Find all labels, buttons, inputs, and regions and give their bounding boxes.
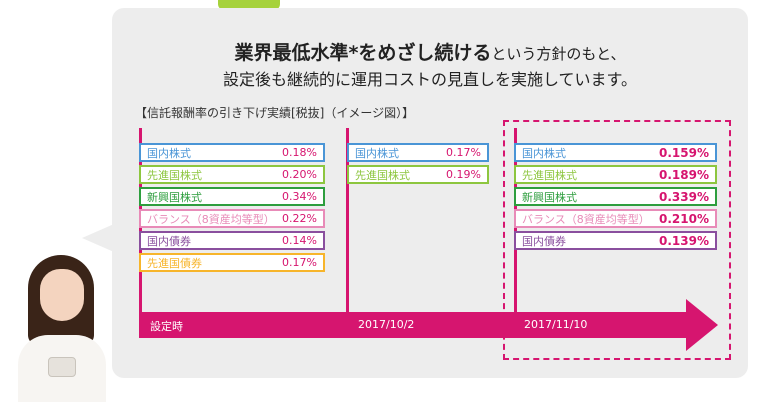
rate-row: 先進国株式 0.189%: [514, 165, 717, 184]
fee-rate: 0.19%: [446, 168, 481, 181]
fund-name: 国内債券: [147, 234, 191, 248]
fee-rate: 0.139%: [659, 233, 709, 248]
rate-row: 先進国株式 0.19%: [347, 165, 489, 184]
fee-rate: 0.189%: [659, 167, 709, 182]
fund-name: 国内株式: [355, 146, 399, 160]
headline-line2: 設定後も継続的に運用コストの見直しを実施しています。: [223, 70, 637, 89]
fund-name: 国内株式: [147, 146, 191, 160]
fund-name: 先進国株式: [147, 168, 202, 182]
top-tab-decoration: [218, 0, 280, 10]
fee-rate: 0.339%: [659, 189, 709, 204]
timeline-arrow-head: [686, 299, 718, 351]
rate-row: 先進国債券 0.17%: [139, 253, 325, 272]
fee-rate: 0.22%: [282, 212, 317, 225]
fund-name: バランス（8資産均等型）: [147, 212, 275, 226]
fund-name: 国内債券: [522, 234, 566, 248]
fee-rate: 0.17%: [446, 146, 481, 159]
fund-name: 新興国株式: [147, 190, 202, 204]
fund-name: 先進国債券: [147, 256, 202, 270]
fee-rate: 0.18%: [282, 146, 317, 159]
fee-rate: 0.14%: [282, 234, 317, 247]
rate-row: 国内債券 0.14%: [139, 231, 325, 250]
headline-bold: 業界最低水準*をめざし続ける: [234, 42, 492, 64]
timeline-marker-2: [346, 128, 349, 324]
rate-row: バランス（8資産均等型） 0.22%: [139, 209, 325, 228]
rate-row: 先進国株式 0.20%: [139, 165, 325, 184]
fund-name: 先進国株式: [355, 168, 410, 182]
rate-row: 国内株式 0.18%: [139, 143, 325, 162]
stage-label-2: 2017/10/2: [358, 318, 415, 331]
fee-rate: 0.20%: [282, 168, 317, 181]
rate-row: 国内債券 0.139%: [514, 231, 717, 250]
fee-rate: 0.159%: [659, 145, 709, 160]
fee-rate: 0.210%: [659, 211, 709, 226]
fund-name: 新興国株式: [522, 190, 577, 204]
rate-row: 国内株式 0.159%: [514, 143, 717, 162]
fund-name: 先進国株式: [522, 168, 577, 182]
fund-name: バランス（8資産均等型）: [522, 212, 650, 226]
woman-with-phone-photo: [10, 255, 110, 402]
fee-rate: 0.34%: [282, 190, 317, 203]
rate-row: 国内株式 0.17%: [347, 143, 489, 162]
speech-bubble-tail: [82, 224, 114, 252]
rate-row: 新興国株式 0.34%: [139, 187, 325, 206]
headline-line1: 業界最低水準*をめざし続けるという方針のもと、: [112, 38, 748, 65]
headline-rest: という方針のもと、: [491, 45, 626, 63]
stage-label-1: 設定時: [150, 320, 183, 333]
timeline-arrow: [139, 312, 689, 338]
fee-rate: 0.17%: [282, 256, 317, 269]
highlight-dashed-box: [503, 120, 731, 360]
rate-row: バランス（8資産均等型） 0.210%: [514, 209, 717, 228]
section-label: 【信託報酬率の引き下げ実績[税抜]（イメージ図）】: [135, 106, 415, 120]
fund-name: 国内株式: [522, 146, 566, 160]
rate-row: 新興国株式 0.339%: [514, 187, 717, 206]
stage-label-3: 2017/11/10: [524, 318, 588, 331]
